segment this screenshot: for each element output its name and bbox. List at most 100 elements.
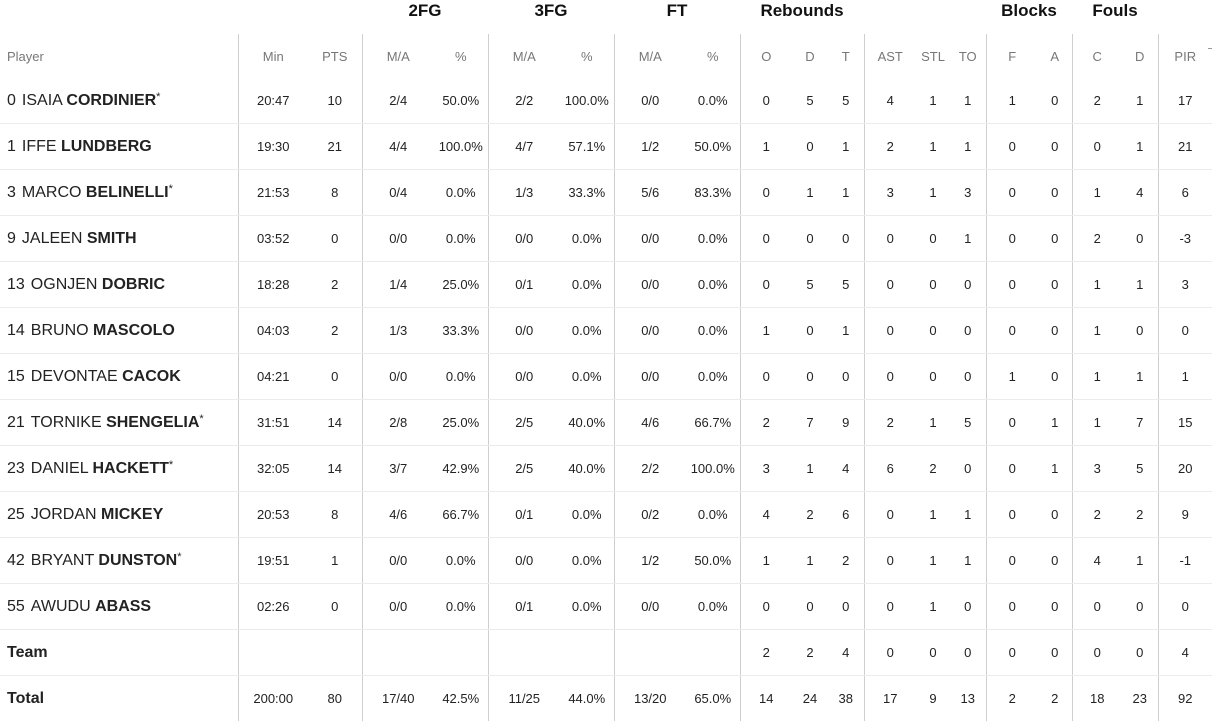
stat-pir: 17 [1158, 78, 1212, 124]
col-header-foul-d[interactable]: D [1122, 34, 1158, 78]
col-header-2fg-pct[interactable]: % [434, 34, 488, 78]
col-header-blk-a[interactable]: A [1038, 34, 1072, 78]
group-header-ft: FT [614, 0, 740, 34]
stat-reb-o: 3 [740, 446, 792, 492]
col-header-reb-t[interactable]: T [828, 34, 864, 78]
col-header-player[interactable]: Player [0, 34, 238, 78]
col-header-pts[interactable]: PTS [308, 34, 362, 78]
stat-ft-pct: 0.0% [686, 78, 740, 124]
stat-ast: 0 [864, 262, 916, 308]
col-header-2fg-ma[interactable]: M/A [362, 34, 434, 78]
col-header-ft-ma[interactable]: M/A [614, 34, 686, 78]
player-last-name[interactable]: SMITH [87, 230, 137, 247]
player-last-name[interactable]: CORDINIER [66, 92, 156, 109]
stat-ft-pct: 0.0% [686, 354, 740, 400]
stat-reb-o: 2 [740, 630, 792, 676]
col-header-stl[interactable]: STL [916, 34, 950, 78]
col-header-ft-pct[interactable]: % [686, 34, 740, 78]
stat-reb-t: 4 [828, 446, 864, 492]
stat-fg3-pct: 44.0% [560, 676, 614, 721]
player-last-name[interactable]: LUNDBERG [61, 138, 152, 155]
stat-fg2-pct: 0.0% [434, 216, 488, 262]
player-number: 15 [7, 368, 25, 386]
stat-ft-ma: 0/2 [614, 492, 686, 538]
stat-reb-d: 1 [792, 538, 828, 584]
stat-blk-f: 0 [986, 308, 1038, 354]
stat-pir: 0 [1158, 584, 1212, 630]
player-name-cell[interactable]: 15 DEVONTAE CACOK [0, 354, 238, 400]
stat-fg3-ma [488, 630, 560, 676]
stat-ft-pct: 83.3% [686, 170, 740, 216]
stat-fg2-pct: 0.0% [434, 354, 488, 400]
player-number: 42 [7, 552, 25, 570]
col-header-foul-c[interactable]: C [1072, 34, 1122, 78]
stat-blk-a: 2 [1038, 676, 1072, 721]
stat-foul-d: 2 [1122, 492, 1158, 538]
stat-reb-o: 1 [740, 308, 792, 354]
player-last-name[interactable]: CACOK [122, 368, 181, 385]
col-header-blk-f[interactable]: F [986, 34, 1038, 78]
stat-fg2-ma: 1/4 [362, 262, 434, 308]
stat-pts: 1 [308, 538, 362, 584]
col-header-min[interactable]: Min [238, 34, 308, 78]
player-number: 0 [7, 92, 16, 110]
stat-reb-t: 0 [828, 216, 864, 262]
stat-fg3-pct: 0.0% [560, 584, 614, 630]
stat-blk-f: 0 [986, 262, 1038, 308]
group-header-row: 2FG 3FG FT Rebounds Blocks Fouls [0, 0, 1212, 34]
player-last-name[interactable]: ABASS [95, 598, 151, 615]
col-header-to[interactable]: TO [950, 34, 986, 78]
stat-reb-d: 5 [792, 262, 828, 308]
player-last-name[interactable]: BELINELLI [86, 184, 169, 201]
player-last-name[interactable]: MASCOLO [93, 322, 175, 339]
stat-fg3-pct: 40.0% [560, 446, 614, 492]
stat-fg2-pct: 42.5% [434, 676, 488, 721]
col-header-reb-o[interactable]: O [740, 34, 792, 78]
stat-fg3-ma: 0/0 [488, 216, 560, 262]
stat-foul-c: 1 [1072, 262, 1122, 308]
stat-stl: 2 [916, 446, 950, 492]
player-last-name[interactable]: DOBRIC [102, 276, 165, 293]
player-last-name[interactable]: DUNSTON [98, 552, 177, 569]
col-header-3fg-pct[interactable]: % [560, 34, 614, 78]
player-last-name[interactable]: SHENGELIA [106, 414, 199, 431]
col-header-ast[interactable]: AST [864, 34, 916, 78]
stat-reb-o: 0 [740, 262, 792, 308]
stat-ft-pct [686, 630, 740, 676]
col-header-3fg-ma[interactable]: M/A [488, 34, 560, 78]
player-first-name: DEVONTAE [31, 368, 118, 385]
stat-fg3-ma: 0/0 [488, 538, 560, 584]
stat-pts: 10 [308, 78, 362, 124]
col-header-pir[interactable]: PIR [1158, 34, 1212, 78]
stat-blk-f: 0 [986, 492, 1038, 538]
stat-fg3-pct: 0.0% [560, 308, 614, 354]
col-header-reb-d[interactable]: D [792, 34, 828, 78]
stat-reb-d: 0 [792, 584, 828, 630]
stat-min: 19:51 [238, 538, 308, 584]
player-last-name[interactable]: MICKEY [101, 506, 163, 523]
player-last-name[interactable]: HACKETT [92, 460, 168, 477]
